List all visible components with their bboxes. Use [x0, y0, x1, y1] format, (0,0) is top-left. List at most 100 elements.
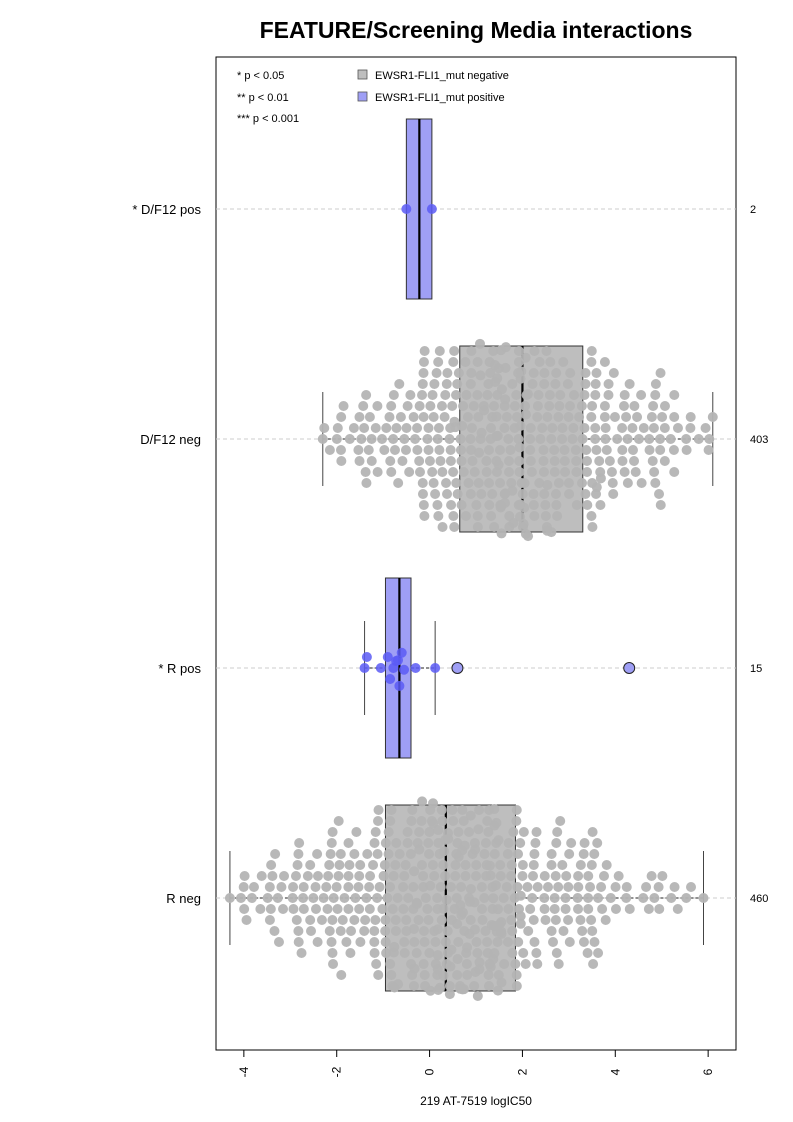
- data-point-1-357: [622, 478, 633, 488]
- data-point-3-133: [390, 915, 401, 925]
- data-point-3-316: [489, 849, 500, 859]
- data-point-3-282: [472, 990, 483, 1001]
- data-point-1-139: [473, 412, 484, 422]
- data-point-3-269: [465, 810, 476, 821]
- data-point-3-154: [407, 805, 418, 815]
- data-point-1-294: [565, 368, 576, 378]
- data-point-3-398: [555, 816, 566, 826]
- data-point-3-417: [578, 937, 589, 947]
- data-point-3-330: [496, 917, 507, 928]
- data-point-1-140: [473, 478, 484, 488]
- data-point-3-352: [511, 981, 522, 991]
- data-point-1-71: [427, 390, 438, 400]
- data-point-1-189: [500, 394, 511, 405]
- data-point-1-123: [463, 478, 474, 488]
- data-point-3-195: [430, 937, 441, 947]
- data-point-3-78: [345, 948, 356, 958]
- data-point-1-57: [417, 379, 428, 389]
- data-point-1-149: [481, 456, 492, 466]
- data-point-3-39: [305, 860, 316, 870]
- data-point-1-277: [551, 500, 562, 510]
- data-point-3-61: [328, 893, 339, 903]
- data-point-3-34: [298, 893, 309, 903]
- data-point-3-379: [532, 882, 543, 892]
- data-point-3-57: [327, 915, 338, 925]
- x-tick-label-5: 6: [701, 1068, 715, 1075]
- data-point-1-127: [466, 445, 477, 455]
- data-point-3-254: [458, 816, 469, 826]
- data-point-3-103: [371, 959, 382, 969]
- data-point-1-162: [487, 489, 498, 499]
- data-point-3-346: [508, 827, 519, 837]
- data-point-1-397: [685, 412, 696, 422]
- data-point-3-293: [480, 838, 491, 848]
- data-point-3-62: [331, 882, 342, 892]
- data-point-3-370: [527, 871, 538, 881]
- data-point-1-195: [503, 456, 514, 466]
- data-point-1-248: [534, 478, 545, 488]
- data-point-3-207: [434, 982, 445, 993]
- data-point-1-64: [419, 346, 430, 356]
- data-point-2-11: [410, 663, 421, 673]
- data-point-3-60: [328, 959, 339, 969]
- data-point-1-134: [471, 500, 482, 510]
- data-point-1-378: [650, 379, 661, 389]
- data-point-1-226: [519, 478, 530, 489]
- data-point-3-382: [539, 871, 550, 881]
- data-point-3-258: [460, 871, 471, 881]
- chart-title: FEATURE/Screening Media interactions: [260, 17, 693, 43]
- data-point-1-112: [455, 434, 466, 444]
- data-point-3-396: [553, 882, 564, 892]
- data-point-1-375: [649, 467, 660, 477]
- data-point-3-54: [325, 849, 336, 859]
- data-point-3-259: [460, 860, 471, 870]
- data-point-1-119: [460, 357, 471, 367]
- data-point-1-113: [455, 445, 466, 455]
- data-point-3-344: [507, 926, 518, 936]
- data-point-1-194: [503, 434, 514, 444]
- data-point-3-313: [489, 804, 500, 815]
- data-point-3-197: [432, 893, 443, 903]
- data-point-3-350: [511, 970, 522, 980]
- data-point-1-78: [432, 434, 443, 444]
- data-point-1-353: [619, 467, 630, 477]
- data-point-1-53: [414, 401, 425, 411]
- data-point-3-270: [465, 883, 476, 894]
- data-point-3-71: [339, 893, 350, 903]
- data-point-3-149: [403, 893, 414, 903]
- data-point-1-348: [612, 434, 623, 444]
- data-point-1-239: [527, 379, 538, 389]
- data-point-3-106: [373, 816, 384, 826]
- legend-label-negative: EWSR1-FLI1_mut negative: [375, 70, 509, 82]
- data-point-3-368: [525, 904, 536, 914]
- data-point-3-21: [278, 904, 289, 914]
- data-point-1-132: [468, 401, 479, 411]
- data-point-1-333: [595, 473, 606, 484]
- data-point-1-364: [632, 412, 643, 422]
- data-point-3-369: [527, 893, 538, 903]
- data-point-1-56: [417, 478, 428, 488]
- data-point-1-287: [559, 456, 570, 466]
- data-point-1-276: [551, 368, 562, 378]
- data-point-3-232: [448, 816, 459, 826]
- data-point-3-1: [235, 893, 246, 903]
- data-point-3-450: [649, 893, 660, 903]
- data-point-1-225: [519, 502, 530, 513]
- data-point-3-70: [337, 915, 348, 925]
- data-point-1-25: [372, 401, 383, 411]
- data-point-1-399: [700, 423, 711, 433]
- data-point-1-96: [445, 445, 456, 455]
- data-point-3-265: [464, 827, 475, 837]
- data-point-1-142: [474, 338, 485, 349]
- data-point-3-176: [419, 937, 430, 947]
- data-point-3-419: [582, 948, 593, 958]
- data-point-1-60: [418, 412, 429, 422]
- data-point-3-7: [248, 882, 259, 892]
- data-point-1-35: [388, 390, 399, 400]
- data-point-3-297: [482, 816, 493, 826]
- data-point-3-27: [291, 915, 302, 925]
- data-point-1-84: [435, 456, 446, 466]
- data-point-1-124: [465, 434, 476, 444]
- data-point-2-12: [430, 663, 441, 673]
- data-point-1-368: [638, 423, 649, 433]
